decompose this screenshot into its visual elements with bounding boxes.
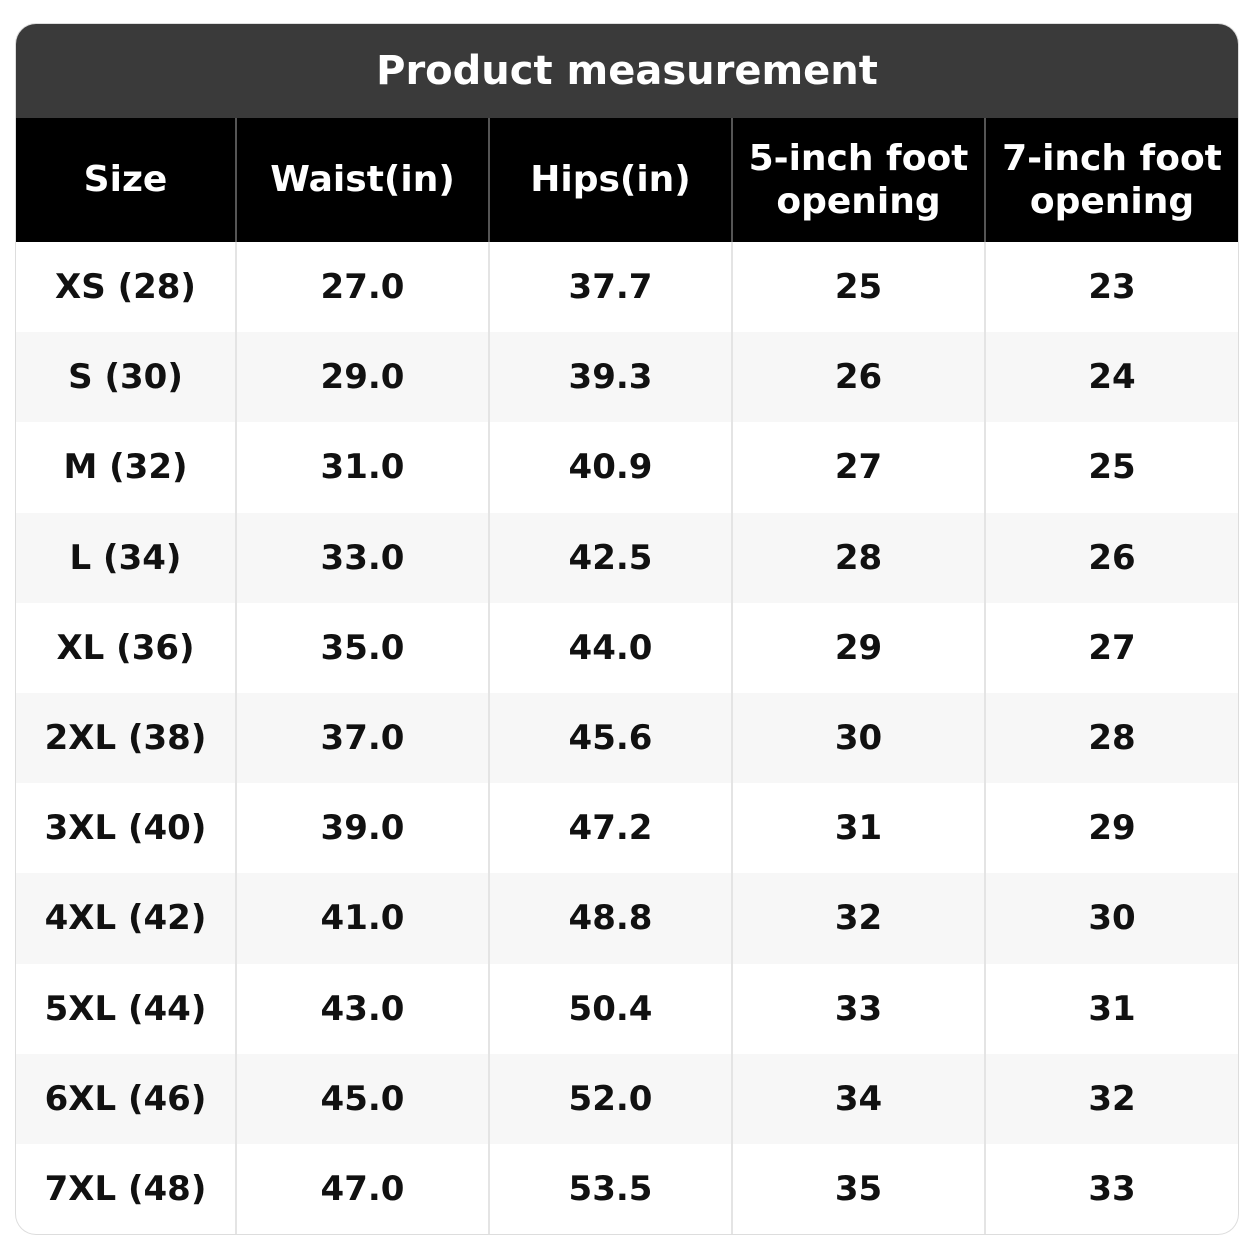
table-cell: 26: [984, 512, 1238, 603]
table-cell: 39.3: [488, 332, 732, 423]
table-cell: 35.0: [235, 602, 489, 693]
column-header: 7-inch foot opening: [984, 118, 1238, 242]
table-cell: 29: [984, 783, 1238, 874]
table-cell: 41.0: [235, 873, 489, 964]
table-cell: 48.8: [488, 873, 732, 964]
table-cell: 37.0: [235, 692, 489, 784]
table-row: 2XL (38) 37.0 45.6 30 28: [16, 692, 1238, 784]
table-cell: 53.5: [488, 1143, 732, 1234]
table-cell: 43.0: [235, 963, 489, 1054]
header-row: Size Waist(in) Hips(in) 5-inch foot opening…: [16, 118, 1238, 242]
table-cell: 2XL (38): [16, 692, 236, 784]
table-row: 3XL (40) 39.0 47.2 31 29: [16, 783, 1238, 874]
table-cell: 3XL (40): [44, 808, 207, 849]
table-cell: 30: [984, 873, 1238, 964]
table-cell: M (32): [63, 447, 188, 488]
table-cell: 50.4: [488, 963, 732, 1054]
column-header: Hips(in): [488, 118, 732, 242]
column-header: Size: [16, 118, 236, 242]
table-cell: 34: [731, 1053, 985, 1144]
table-cell: 29: [731, 602, 985, 693]
measurement-card: Product measurement Size Waist(in) Hips(in…: [16, 24, 1238, 1234]
table-row: S (30) 29.0 39.3 26 24: [16, 332, 1238, 423]
table-cell: 33: [984, 1143, 1238, 1234]
table-cell: 24: [984, 332, 1238, 423]
table-cell: 6XL (46): [16, 1053, 236, 1144]
table-row: 4XL (42) 41.0 48.8 32 30: [16, 873, 1238, 964]
table-cell: 32: [984, 1053, 1238, 1144]
table-cell: 30: [731, 692, 985, 784]
table-cell: 40.9: [488, 422, 732, 513]
table-row: M (32) 31.0 40.9 27 25: [16, 422, 1238, 513]
table-cell: 7XL (48): [44, 1168, 207, 1209]
table-cell: 45.0: [235, 1053, 489, 1144]
table-body: XS (28) 27.0 37.7 25 23 S (30) 29.0 39.3 26 24 M (…: [16, 242, 1238, 1234]
table-cell: 26: [731, 332, 985, 423]
table-cell: L (34): [16, 512, 236, 603]
table-cell: 31: [731, 783, 985, 874]
column-header: Waist(in): [235, 118, 489, 242]
table-cell: 47.2: [488, 783, 732, 874]
table-cell: 23: [984, 242, 1238, 333]
table-row: L (34) 33.0 42.5 28 26: [16, 512, 1238, 603]
table-row: 6XL (46) 45.0 52.0 34 32: [16, 1053, 1238, 1144]
table-cell: 25: [984, 422, 1238, 513]
table-cell: 27: [984, 602, 1238, 693]
table-cell: 25: [731, 242, 985, 333]
table-cell: 52.0: [488, 1053, 732, 1144]
size-table: Size Waist(in) Hips(in) 5-inch foot opening…: [16, 118, 1238, 1234]
table-cell: 27: [731, 422, 985, 513]
table-cell: 29.0: [235, 332, 489, 423]
column-header: 5-inch foot opening: [731, 118, 985, 242]
table-cell: 27.0: [235, 242, 489, 333]
table-cell: 28: [984, 692, 1238, 784]
table-row: XS (28) 27.0 37.7 25 23: [16, 242, 1238, 333]
table-cell: 32: [731, 873, 985, 964]
title: Product measurement: [16, 24, 1238, 118]
table-row: 7XL (48) 47.0 53.5 35 33: [16, 1143, 1238, 1234]
table-cell: 35: [731, 1143, 985, 1234]
table-row: XL (36) 35.0 44.0 29 27: [16, 602, 1238, 693]
table-cell: 33: [731, 963, 985, 1054]
table-cell: 39.0: [235, 783, 489, 874]
table-cell: 28: [731, 512, 985, 603]
table-cell: 37.7: [488, 242, 732, 333]
table-cell: S (30): [16, 332, 236, 423]
table-cell: 42.5: [488, 512, 732, 603]
table-cell: 33.0: [235, 512, 489, 603]
table-cell: 4XL (42): [16, 873, 236, 964]
table-cell: 44.0: [488, 602, 732, 693]
table-cell: XL (36): [56, 627, 195, 668]
table-cell: 5XL (44): [44, 988, 207, 1029]
table-cell: 31: [984, 963, 1238, 1054]
table-cell: 31.0: [235, 422, 489, 513]
table-cell: XS (28): [55, 267, 196, 308]
table-cell: 45.6: [488, 692, 732, 784]
table-cell: 47.0: [235, 1143, 489, 1234]
table-row: 5XL (44) 43.0 50.4 33 31: [16, 963, 1238, 1054]
